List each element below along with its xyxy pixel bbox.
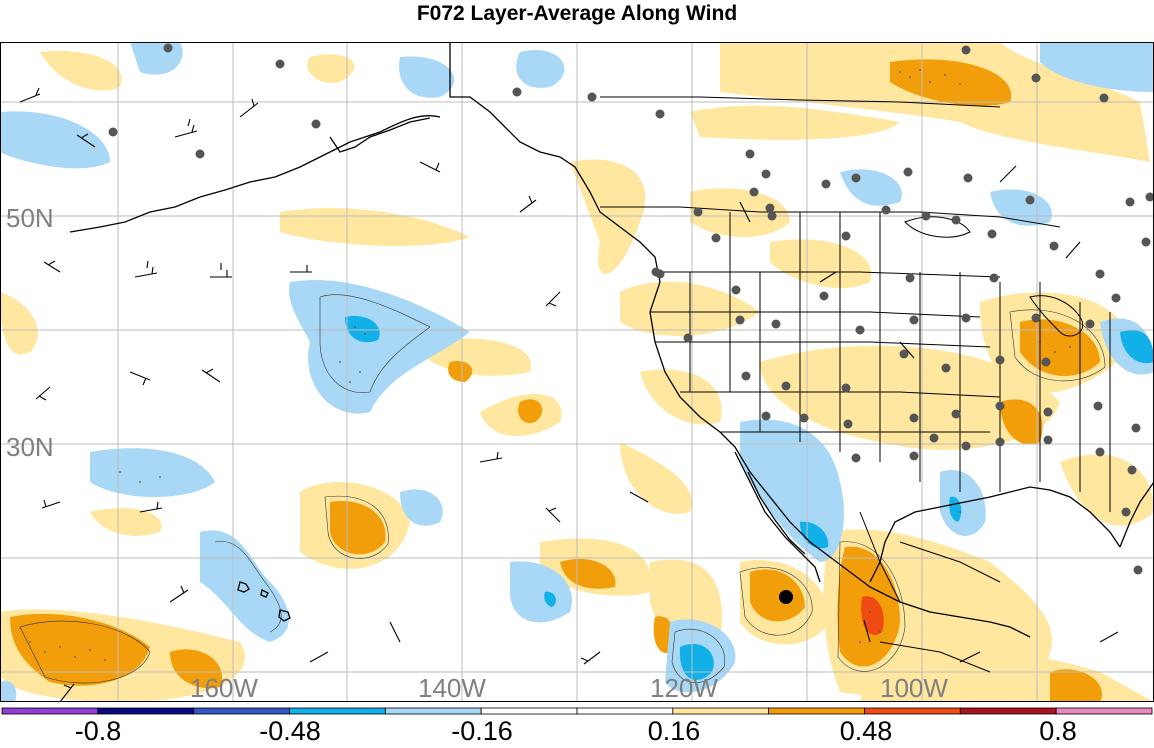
colorbar-swatch [481,708,577,714]
colorbar-swatch [385,708,481,714]
lon-label-100w: 100W [880,673,948,702]
colorbar-label-0-48: 0.48 [840,716,893,743]
colorbar-swatch [769,708,865,714]
colorbar-label-neg-0-48: -0.48 [259,716,321,743]
lat-label-30n: 30N [6,432,54,462]
map-title: F072 Layer-Average Along Wind [0,0,1154,28]
lon-label-160w: 160W [190,673,258,702]
colorbar-swatch [290,708,386,714]
colorbar-label-neg-0-8: -0.8 [75,716,122,743]
colorbar-swatch [2,708,98,714]
lon-label-140w: 140W [418,673,486,702]
colorbar-label-0-16: 0.16 [648,716,701,743]
lat-label-50n: 50N [6,203,54,233]
colorbar-swatch [577,708,673,714]
lon-label-120w: 120W [650,673,718,702]
location-marker [779,590,793,604]
colorbar: -0.8 -0.48 -0.16 0.16 0.48 0.8 [0,706,1154,743]
colorbar-swatch [194,708,290,714]
colorbar-label-neg-0-16: -0.16 [451,716,513,743]
map-panel: 50N 30N 160W 140W 120W 100W [0,42,1154,702]
colorbar-swatch [98,708,194,714]
colorbar-label-0-8: 0.8 [1039,716,1077,743]
colorbar-swatch [1056,708,1152,714]
colorbar-swatch [673,708,769,714]
colorbar-labels: -0.8 -0.48 -0.16 0.16 0.48 0.8 [75,716,1077,743]
colorbar-swatch [960,708,1056,714]
colorbar-swatch [865,708,961,714]
colorbar-swatches [2,708,1152,714]
